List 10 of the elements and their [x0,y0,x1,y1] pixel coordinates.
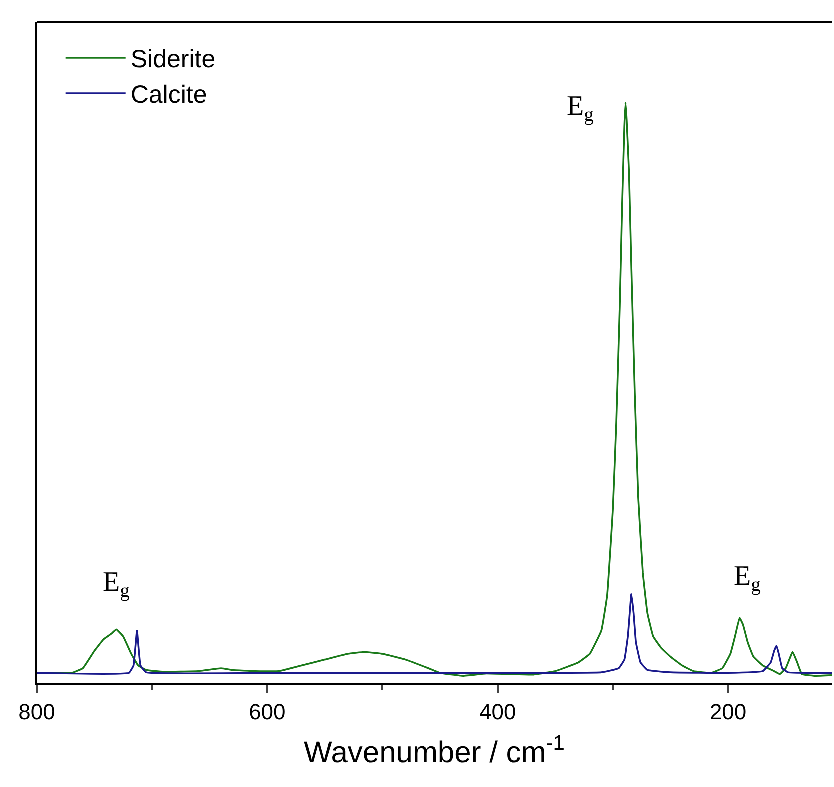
annotation: E$_{g}$ [734,561,762,596]
x-axis-title: Wavenumber / cm$^{-1}$ [304,732,565,770]
legend-label: Calcite [130,81,208,110]
x-tick-label: 200 [710,699,747,724]
legend-label: Siderite [130,46,216,74]
annotation: E$_{g}$ [567,91,594,126]
x-tick-label: 600 [249,699,286,724]
x-tick-label: 400 [480,699,516,724]
annotation: E$_{g}$ [103,567,130,602]
x-tick-label: 800 [18,699,56,724]
